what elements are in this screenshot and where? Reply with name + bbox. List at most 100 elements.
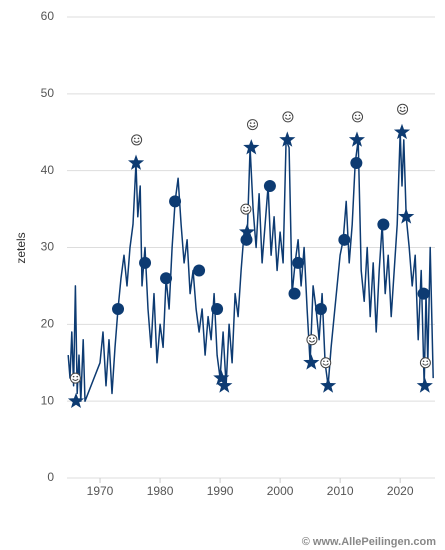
smiley-eye	[243, 206, 245, 209]
smiley-mouth	[322, 363, 329, 366]
circle-marker	[377, 218, 390, 231]
x-tick-label: 1980	[147, 484, 174, 498]
smiley-face	[419, 357, 431, 369]
smiley-eye	[403, 106, 406, 109]
circle-point	[377, 218, 390, 231]
smiley-face	[352, 111, 364, 123]
star-marker	[416, 377, 433, 393]
star-point	[320, 377, 337, 393]
circle-marker	[160, 272, 173, 285]
star-marker	[320, 377, 337, 393]
star-point	[393, 123, 411, 140]
smiley-eye	[354, 114, 357, 117]
star-point	[303, 354, 320, 370]
circle-point	[292, 256, 305, 269]
smiley-point	[397, 103, 409, 115]
smiley-eye	[326, 360, 329, 363]
smiley-eye	[246, 206, 249, 209]
star-point	[348, 131, 365, 147]
x-tick-label: 1970	[87, 484, 114, 498]
smiley-mouth	[354, 117, 361, 120]
circle-marker	[288, 287, 301, 300]
star-marker	[398, 208, 415, 224]
smiley-mouth	[308, 340, 316, 343]
y-tick-label: 40	[41, 163, 55, 177]
star-marker	[67, 392, 85, 408]
smiley-eye	[312, 337, 315, 340]
smiley-point	[247, 119, 259, 131]
circle-point	[263, 180, 276, 193]
circle-marker	[112, 302, 125, 315]
y-tick-label: 50	[41, 86, 55, 100]
smiley-face	[131, 134, 143, 146]
y-tick-label: 30	[41, 240, 55, 254]
circle-point	[211, 302, 224, 315]
circle-point	[160, 272, 173, 285]
smiley-point	[306, 334, 318, 346]
smiley-face	[282, 111, 294, 123]
star-point	[398, 208, 415, 224]
circle-point	[338, 233, 351, 246]
smiley-mouth	[422, 363, 429, 366]
star-marker	[393, 123, 411, 140]
smiley-eye	[253, 122, 256, 124]
star-point	[213, 369, 230, 385]
star-point	[216, 377, 233, 393]
star-point	[243, 139, 260, 155]
star-point	[279, 131, 296, 147]
circle-marker	[263, 180, 276, 193]
circle-point	[139, 256, 152, 269]
circle-marker	[193, 264, 206, 277]
star-point	[67, 392, 85, 408]
star-marker	[213, 369, 230, 385]
x-tick-label: 2020	[387, 484, 414, 498]
x-tick-label: 2000	[267, 484, 294, 498]
smiley-point	[282, 111, 294, 123]
circle-marker	[338, 233, 351, 246]
circle-point	[350, 156, 363, 169]
x-tick-label: 2010	[327, 484, 354, 498]
y-tick-label: 60	[41, 9, 55, 23]
smiley-eye	[422, 360, 425, 363]
smiley-point	[131, 134, 143, 146]
smiley-point	[419, 357, 431, 369]
smiley-mouth	[284, 117, 292, 120]
star-marker	[243, 139, 260, 155]
smiley-face	[320, 357, 332, 369]
smiley-point	[352, 111, 364, 123]
star-point	[128, 154, 145, 170]
y-tick-label: 10	[41, 393, 55, 407]
circle-point	[417, 287, 430, 300]
circle-marker	[211, 302, 224, 315]
circle-marker	[292, 256, 305, 269]
smiley-eye	[426, 360, 428, 363]
star-marker	[216, 377, 233, 393]
smiley-face	[247, 119, 259, 131]
circle-point	[193, 264, 206, 277]
circle-point	[112, 302, 125, 315]
smiley-eye	[137, 137, 140, 140]
smiley-face	[306, 334, 318, 346]
star-marker	[303, 354, 320, 370]
smiley-mouth	[72, 378, 79, 382]
star-marker	[279, 131, 296, 147]
x-tick-label: 1990	[207, 484, 234, 498]
smiley-eye	[288, 114, 291, 117]
smiley-eye	[323, 360, 325, 363]
star-marker	[239, 223, 256, 239]
star-point	[416, 377, 433, 393]
credit: © www.AllePeilingen.com	[302, 536, 436, 548]
smiley-face	[69, 372, 81, 384]
smiley-point	[240, 203, 252, 215]
smiley-eye	[309, 337, 311, 340]
smiley-mouth	[242, 209, 250, 212]
smiley-point	[69, 372, 81, 384]
circle-marker	[139, 256, 152, 269]
circle-point	[314, 302, 327, 315]
star-point	[239, 223, 256, 239]
smiley-mouth	[133, 140, 140, 143]
smiley-eye	[358, 114, 361, 117]
y-tick-label: 0	[47, 470, 54, 484]
circle-marker	[169, 195, 182, 208]
